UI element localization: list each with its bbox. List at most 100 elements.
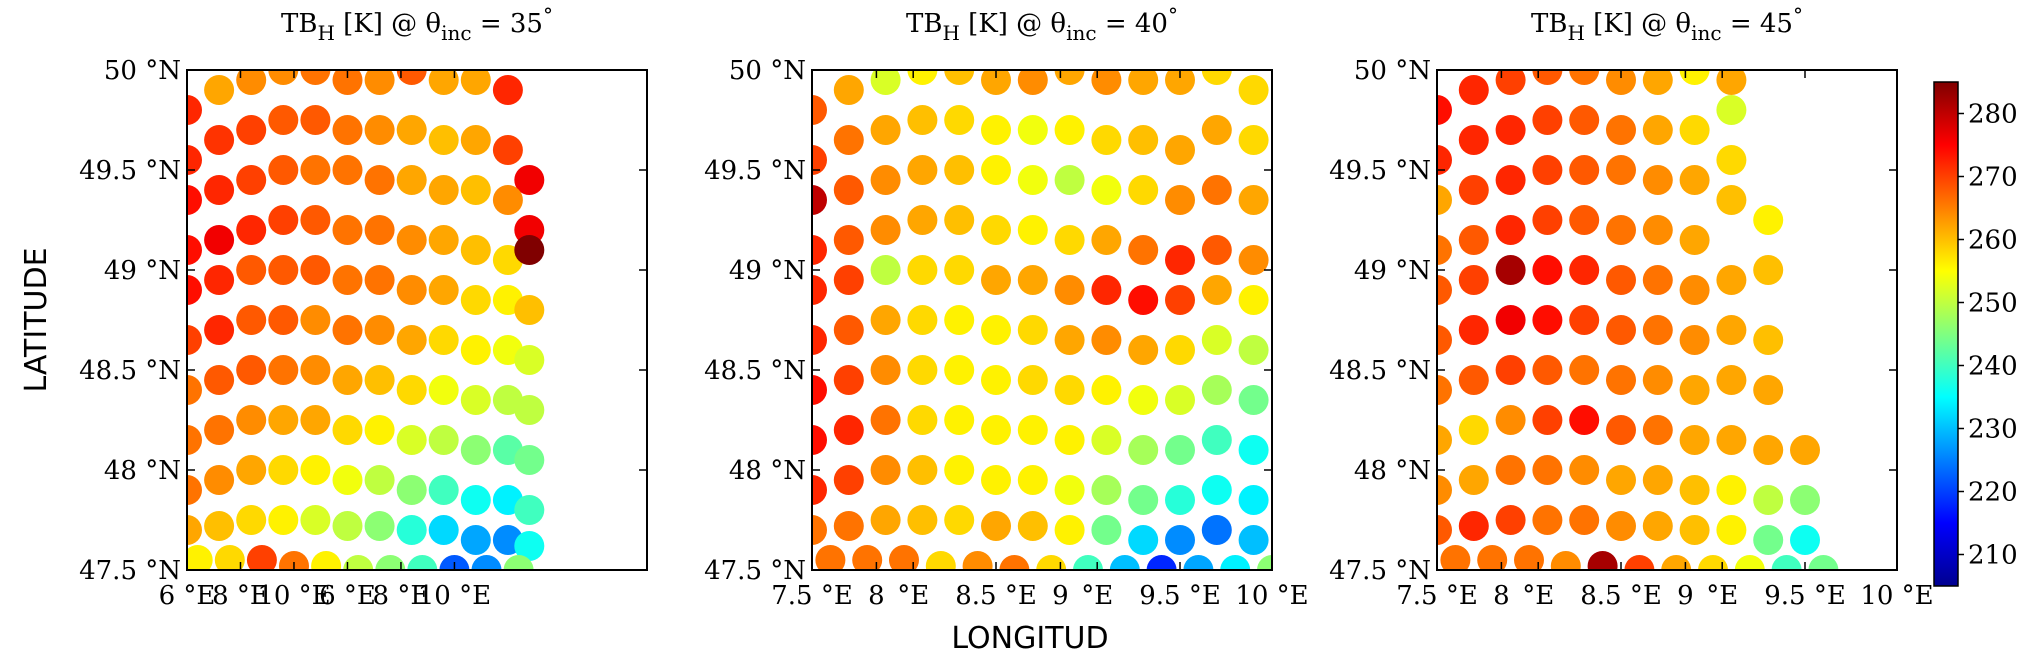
- data-point: [268, 70, 299, 85]
- data-point: [999, 555, 1030, 570]
- data-point: [1790, 435, 1820, 465]
- data-point: [1569, 355, 1600, 385]
- data-point: [1128, 125, 1159, 155]
- data-point: [1201, 175, 1232, 205]
- data-point: [236, 255, 267, 285]
- data-point: [1165, 435, 1195, 465]
- data-point: [1054, 70, 1085, 85]
- data-point: [1165, 385, 1195, 415]
- data-point: [1716, 315, 1747, 345]
- panel-40deg: TBH [K] @ θinc = 40° 47.5 °N 48 °N 48.5 °N 4…: [704, 3, 1309, 611]
- data-point: [300, 255, 331, 285]
- x-tick-label: 9: [1052, 581, 1069, 611]
- data-point: [204, 415, 235, 445]
- data-point: [332, 465, 363, 495]
- data-point: [1201, 475, 1232, 505]
- data-point: [1017, 365, 1048, 395]
- data-point: [1606, 365, 1636, 395]
- y-tick-label: 47.5 °N: [1329, 556, 1431, 586]
- data-point: [204, 315, 235, 345]
- data-point: [204, 365, 235, 395]
- data-point: [1238, 125, 1269, 155]
- data-point: [300, 355, 331, 385]
- y-tick-label: 49 °N: [729, 256, 806, 286]
- data-point: [1036, 555, 1067, 570]
- data-point: [1201, 375, 1232, 405]
- data-point: [907, 205, 938, 235]
- data-point: [300, 205, 331, 235]
- data-point: [300, 70, 331, 85]
- y-tick-label: 48 °N: [729, 456, 806, 486]
- data-point: [907, 155, 938, 185]
- data-point: [332, 365, 363, 395]
- y-tick-label: 48 °N: [104, 456, 181, 486]
- data-point: [1458, 225, 1489, 255]
- data-point: [1495, 505, 1526, 535]
- axes-frame: [811, 69, 1273, 571]
- data-point: [981, 155, 1011, 185]
- data-point: [1495, 255, 1526, 285]
- data-point: [1642, 265, 1673, 295]
- data-point: [1753, 485, 1784, 515]
- data-point: [514, 531, 545, 561]
- data-point: [833, 315, 864, 345]
- data-point: [514, 395, 545, 425]
- data-point: [460, 175, 491, 205]
- data-point: [1017, 70, 1048, 95]
- data-points: [1437, 70, 1839, 570]
- data-point: [1569, 505, 1600, 535]
- data-point: [1642, 365, 1673, 395]
- data-point: [1437, 515, 1452, 545]
- data-point: [396, 275, 427, 305]
- data-point: [343, 555, 374, 570]
- data-point: [981, 265, 1011, 295]
- data-point: [1716, 425, 1747, 455]
- data-point: [1017, 215, 1048, 245]
- data-point: [1017, 465, 1048, 495]
- data-point: [1642, 115, 1673, 145]
- y-tick-label: 49.5 °N: [1329, 156, 1431, 186]
- data-point: [1716, 515, 1747, 545]
- x-tick-label: 8.5 °E: [1580, 581, 1662, 611]
- data-point: [1091, 125, 1122, 155]
- panel-title: TBH [K] @ θinc = 35°: [281, 3, 553, 45]
- data-point: [833, 175, 864, 205]
- data-point: [1753, 435, 1784, 465]
- data-point: [236, 455, 267, 485]
- data-point: [812, 325, 827, 355]
- data-point: [332, 215, 363, 245]
- data-point: [246, 545, 277, 570]
- y-tick-label: 49 °N: [1354, 256, 1431, 286]
- data-point: [981, 365, 1011, 395]
- y-tick-label: 50 °N: [729, 56, 806, 86]
- data-point: [1091, 325, 1122, 355]
- data-point: [236, 305, 267, 335]
- panel-title: TBH [K] @ θinc = 45°: [1531, 3, 1803, 45]
- data-point: [332, 155, 363, 185]
- x-tick-label: 10 °E: [257, 581, 330, 611]
- data-point: [460, 335, 491, 365]
- data-point: [1017, 115, 1048, 145]
- data-point: [1201, 70, 1232, 85]
- data-point: [1054, 225, 1085, 255]
- data-point: [1495, 70, 1526, 95]
- data-point: [1437, 185, 1452, 215]
- data-point: [1642, 165, 1673, 195]
- data-point: [812, 235, 827, 265]
- data-point: [1642, 315, 1673, 345]
- data-point: [1165, 70, 1195, 95]
- data-point: [1165, 245, 1195, 275]
- data-point: [944, 455, 975, 485]
- data-point: [1642, 215, 1673, 245]
- x-tick-label: 10 °E: [418, 581, 491, 611]
- data-point: [870, 215, 901, 245]
- data-point: [1569, 455, 1600, 485]
- data-point: [311, 551, 342, 570]
- data-point: [889, 545, 919, 570]
- data-point: [268, 405, 299, 435]
- panel-35deg: TBH [K] @ θinc = 35° 47.5 °N 48 °N 48.5 °N 4…: [79, 3, 648, 611]
- data-point: [428, 325, 459, 355]
- data-point: [1165, 185, 1195, 215]
- data-point: [870, 505, 901, 535]
- data-point: [1532, 155, 1563, 185]
